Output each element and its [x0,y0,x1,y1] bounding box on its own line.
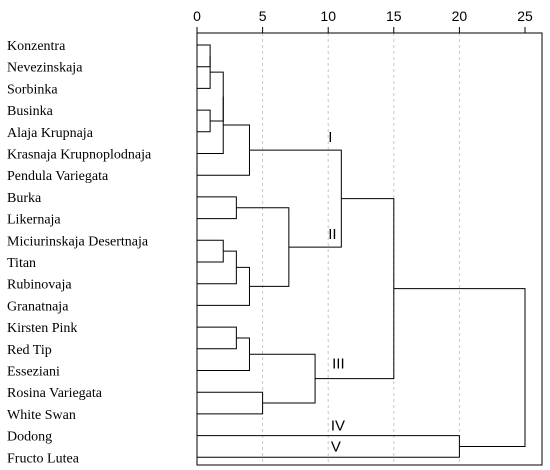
leaf-label: Alaja Krupnaja [7,126,94,141]
dendrogram-branch [197,266,250,306]
leaf-label: Red Tip [7,343,52,358]
grid-lines [262,33,460,465]
cluster-label: II [328,226,336,243]
leaf-label: Fructo Lutea [7,451,80,466]
leaf-label: Pendula Variegata [7,169,109,184]
leaf-label: Sorbinka [7,82,58,97]
leaf-label: Rubinovaja [7,278,72,293]
leaf-label: Dodong [7,430,52,445]
leaf-label: Kirsten Pink [7,321,77,336]
leaf-label: Titan [7,256,36,271]
x-axis: 0 5 10 15 20 25 [193,8,533,33]
leaf-label: Esseziani [7,365,60,380]
dendrogram-branch [393,288,526,447]
dendrogram-branch [197,196,237,220]
x-tick-label: 20 [452,8,468,24]
dendrogram-branch [315,198,395,380]
cluster-label: V [331,438,341,455]
cluster-label: III [332,356,345,373]
plot-frame [196,32,543,466]
dendrogram-branch [197,55,211,89]
leaf-label: Burka [7,191,42,206]
dendrogram-branches [197,44,526,458]
leaf-label: Krasnaja Krupnoplodnaja [7,148,152,163]
leaf-labels: Konzentra Nevezinskaja Sorbinka Businka Alaj… [7,39,152,466]
x-tick-label: 0 [193,8,201,24]
dendrogram-branch [197,337,250,371]
x-tick-label: 25 [517,8,533,24]
dendrogram-branch [197,326,237,350]
dendrogram-branch [197,44,211,68]
dendrogram-branch [210,71,224,122]
leaf-label: Miciurinskaja Desertnaja [7,234,149,249]
x-tick-label: 10 [320,8,336,24]
dendrogram-branch [197,109,211,133]
x-tick-label: 15 [386,8,402,24]
dendrogram-branch [249,353,316,404]
cluster-label: IV [331,418,345,435]
dendrogram-branch [197,96,224,154]
leaf-label: Likernaja [7,213,61,228]
cluster-label: I [328,129,332,146]
leaf-label: Businka [7,104,54,119]
dendrogram-branch [197,239,224,263]
leaf-label: Granatnaja [7,299,69,314]
x-tick-label: 5 [259,8,267,24]
leaf-label: White Swan [7,408,76,423]
dendrogram-branch [197,250,237,285]
leaf-label: Rosina Variegata [7,386,103,401]
dendrogram-branch [197,391,264,415]
leaf-label: Konzentra [7,39,66,54]
leaf-label: Nevezinskaja [7,61,83,76]
